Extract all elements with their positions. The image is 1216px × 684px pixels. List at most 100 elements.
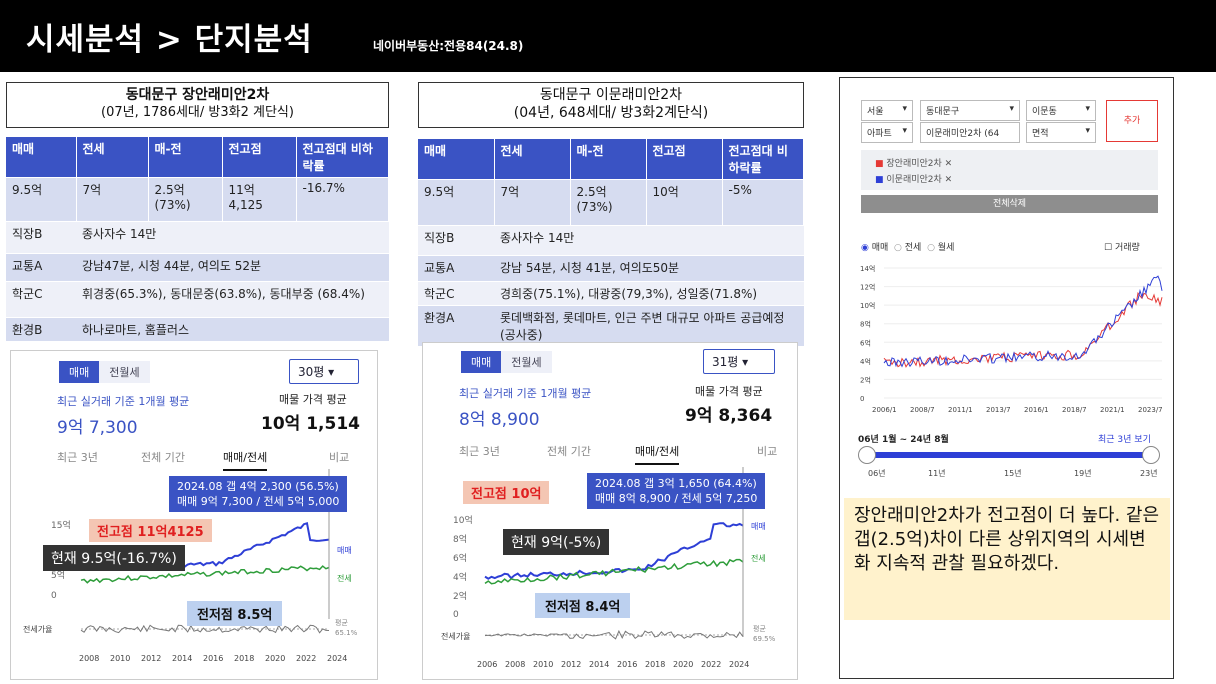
row-key: 학군C: [6, 281, 76, 318]
nav-recent3[interactable]: 최근 3년: [459, 445, 500, 458]
area-select[interactable]: 면적 ▾: [1026, 122, 1096, 143]
volume-toggle[interactable]: ☐ 거래량: [1104, 240, 1140, 253]
series-label: 매매: [337, 546, 352, 555]
tab-rent[interactable]: 전월세: [501, 351, 552, 373]
row-value: 강남47분, 시청 44분, 여의도 52분: [76, 253, 389, 282]
header-cell: 전고점: [646, 139, 723, 180]
nav-all[interactable]: 전체 기간: [141, 451, 185, 464]
x-tick-label: 2013/7: [986, 406, 1011, 414]
x-tick-label: 2018/7: [1062, 406, 1087, 414]
blue-square-icon: ■: [875, 175, 884, 185]
table-row: 환경B 하나로마트, 홈플러스: [6, 317, 389, 342]
complex-info: (07년, 1786세대/ 방3화2 계단식): [101, 105, 294, 120]
size-select[interactable]: 30평 ▾: [289, 359, 359, 384]
complex-table-middle: 매매 전세 매-전 전고점 전고점대 비하락률 9.5억 7억 2.5억 (73…: [418, 139, 804, 347]
y-tick-label: 2억: [453, 590, 467, 602]
nav-all[interactable]: 전체 기간: [547, 445, 591, 458]
city-select[interactable]: 서울 ▾: [861, 100, 913, 121]
page-subtitle: 네이버부동산:전용84(24.8): [373, 39, 524, 53]
current-label: 현재 9.5억(-16.7%): [43, 545, 185, 571]
row-key: 환경A: [418, 305, 494, 347]
y-tick-label: 10억: [453, 514, 473, 526]
y-tick-label: 2억: [860, 376, 871, 384]
header-cell: 매-전: [570, 139, 647, 180]
tab-sale[interactable]: 매매: [461, 351, 502, 373]
tab-rent[interactable]: 전월세: [99, 361, 150, 383]
tab-sale[interactable]: 매매: [59, 361, 100, 383]
header-cell: 전고점대 비하락률: [296, 137, 389, 178]
add-button[interactable]: 추가: [1106, 100, 1158, 142]
radio-label: 매매: [871, 243, 889, 253]
radio-icon[interactable]: ○: [894, 243, 902, 253]
radio-icon[interactable]: ○: [927, 243, 935, 253]
y-tick-label: 6억: [453, 552, 467, 564]
nav-sale-rent[interactable]: 매매/전세: [635, 443, 680, 465]
y-tick-label: 4억: [860, 358, 871, 366]
low-label: 전저점 8.4억: [535, 593, 631, 618]
listing-label: 매물 가격 평균: [695, 385, 763, 398]
value-cell: 2.5억 (73%): [570, 179, 647, 226]
complex-select[interactable]: 이문래미안2차 (64: [920, 122, 1020, 143]
table-row: 직장B 종사자수 14만: [6, 221, 389, 254]
nav-recent3[interactable]: 최근 3년: [57, 451, 98, 464]
compare-chart: 14억 12억 10억 8억 6억 4억 2억 0 2006/1 2008/7 2011/1 2013…: [860, 265, 1163, 414]
size-select[interactable]: 31평 ▾: [703, 349, 775, 374]
list-item-label: 장안래미안2차 ✕: [886, 159, 953, 169]
complex-table-left: 매매 전세 매-전 전고점 전고점대 비하락률 9.5억 7억 2.5억 (73…: [6, 137, 389, 342]
price-app-left: 매매 전월세 30평 ▾ 최근 실거래 기준 1개월 평균 9억 7,300 매…: [10, 350, 378, 680]
delete-all-button[interactable]: 전체삭제: [861, 195, 1158, 213]
chevron-down-icon: ▾: [1085, 126, 1090, 136]
x-tick-label: 2020: [265, 654, 285, 663]
range-label: 06년 1월 ~ 24년 8월: [858, 435, 949, 445]
range-slider-track[interactable]: [866, 452, 1152, 458]
row-value: 하나로마트, 홈플러스: [76, 317, 389, 342]
table-row: 9.5억 7억 2.5억 (73%) 11억 4,125 -16.7%: [6, 177, 389, 222]
ratio-label: 전세가율: [441, 631, 470, 641]
value-cell: 10억: [646, 179, 723, 226]
complex-name: 동대문구 장안래미안2차: [125, 87, 270, 103]
row-value: 휘경중(65.3%), 동대문중(63.8%), 동대부중 (68.4%): [76, 281, 389, 318]
nav-compare[interactable]: 비교: [757, 445, 778, 458]
x-tick-label: 2008/7: [910, 406, 935, 414]
chevron-down-icon: ▾: [902, 104, 907, 114]
list-item[interactable]: ■ 장안래미안2차 ✕: [875, 156, 952, 169]
y-tick-label: 5억: [51, 569, 65, 581]
district-select[interactable]: 동대문구 ▾: [920, 100, 1020, 121]
y-tick-label: 0: [860, 395, 864, 403]
x-tick-label: 2021/1: [1100, 406, 1125, 414]
x-tick-label: 2006/1: [872, 406, 897, 414]
nav-sale-rent[interactable]: 매매/전세: [223, 449, 268, 471]
table-row: 학군C 경희중(75.1%), 대광중(79,3%), 성일중(71.8%): [418, 281, 804, 306]
series-label: 전세: [751, 553, 766, 563]
series-label: 매매: [751, 522, 766, 531]
range-slider-handle-end[interactable]: [1142, 446, 1160, 464]
table-header-row: 매매 전세 매-전 전고점 전고점대 비하락률: [6, 137, 389, 178]
ratio-series-line: [80, 624, 330, 634]
table-row: 환경A 롯데백화점, 롯데마트, 인근 주변 대규모 아파트 공급예정(공사중): [418, 305, 804, 347]
volume-label: 거래량: [1114, 243, 1140, 253]
recent3-link[interactable]: 최근 3년 보기: [1098, 435, 1151, 445]
size-value: 31평: [712, 355, 739, 369]
x-tick-label: 2014: [589, 660, 609, 669]
range-slider-handle-start[interactable]: [858, 446, 876, 464]
list-item[interactable]: ■ 이문래미안2차 ✕: [875, 172, 952, 185]
nav-compare[interactable]: 비교: [329, 451, 350, 464]
row-key: 직장B: [418, 225, 494, 256]
value-cell: 7억: [494, 179, 571, 226]
type-select[interactable]: 아파트 ▾: [861, 122, 913, 143]
row-key: 환경B: [6, 317, 76, 342]
value-cell: -5%: [722, 179, 804, 226]
radio-checked-icon[interactable]: ◉: [861, 243, 869, 253]
x-tick-label: 2024: [327, 654, 347, 663]
value-cell: 9.5억: [6, 177, 77, 222]
complex-title-middle: 동대문구 이문래미안2차 (04년, 648세대/ 방3화2계단식): [418, 82, 804, 128]
table-row: 학군C 휘경중(65.3%), 동대문중(63.8%), 동대부중 (68.4%…: [6, 281, 389, 318]
dong-select[interactable]: 이문동 ▾: [1026, 100, 1096, 121]
selected-list: ■ 장안래미안2차 ✕ ■ 이문래미안2차 ✕: [861, 150, 1158, 190]
header-cell: 전고점대 비하락률: [722, 139, 804, 180]
row-key: 교통A: [6, 253, 76, 282]
peak-label: 전고점 11억4125: [89, 519, 212, 542]
listing-value: 10억 1,514: [261, 414, 360, 434]
row-value: 종사자수 14만: [76, 221, 389, 254]
